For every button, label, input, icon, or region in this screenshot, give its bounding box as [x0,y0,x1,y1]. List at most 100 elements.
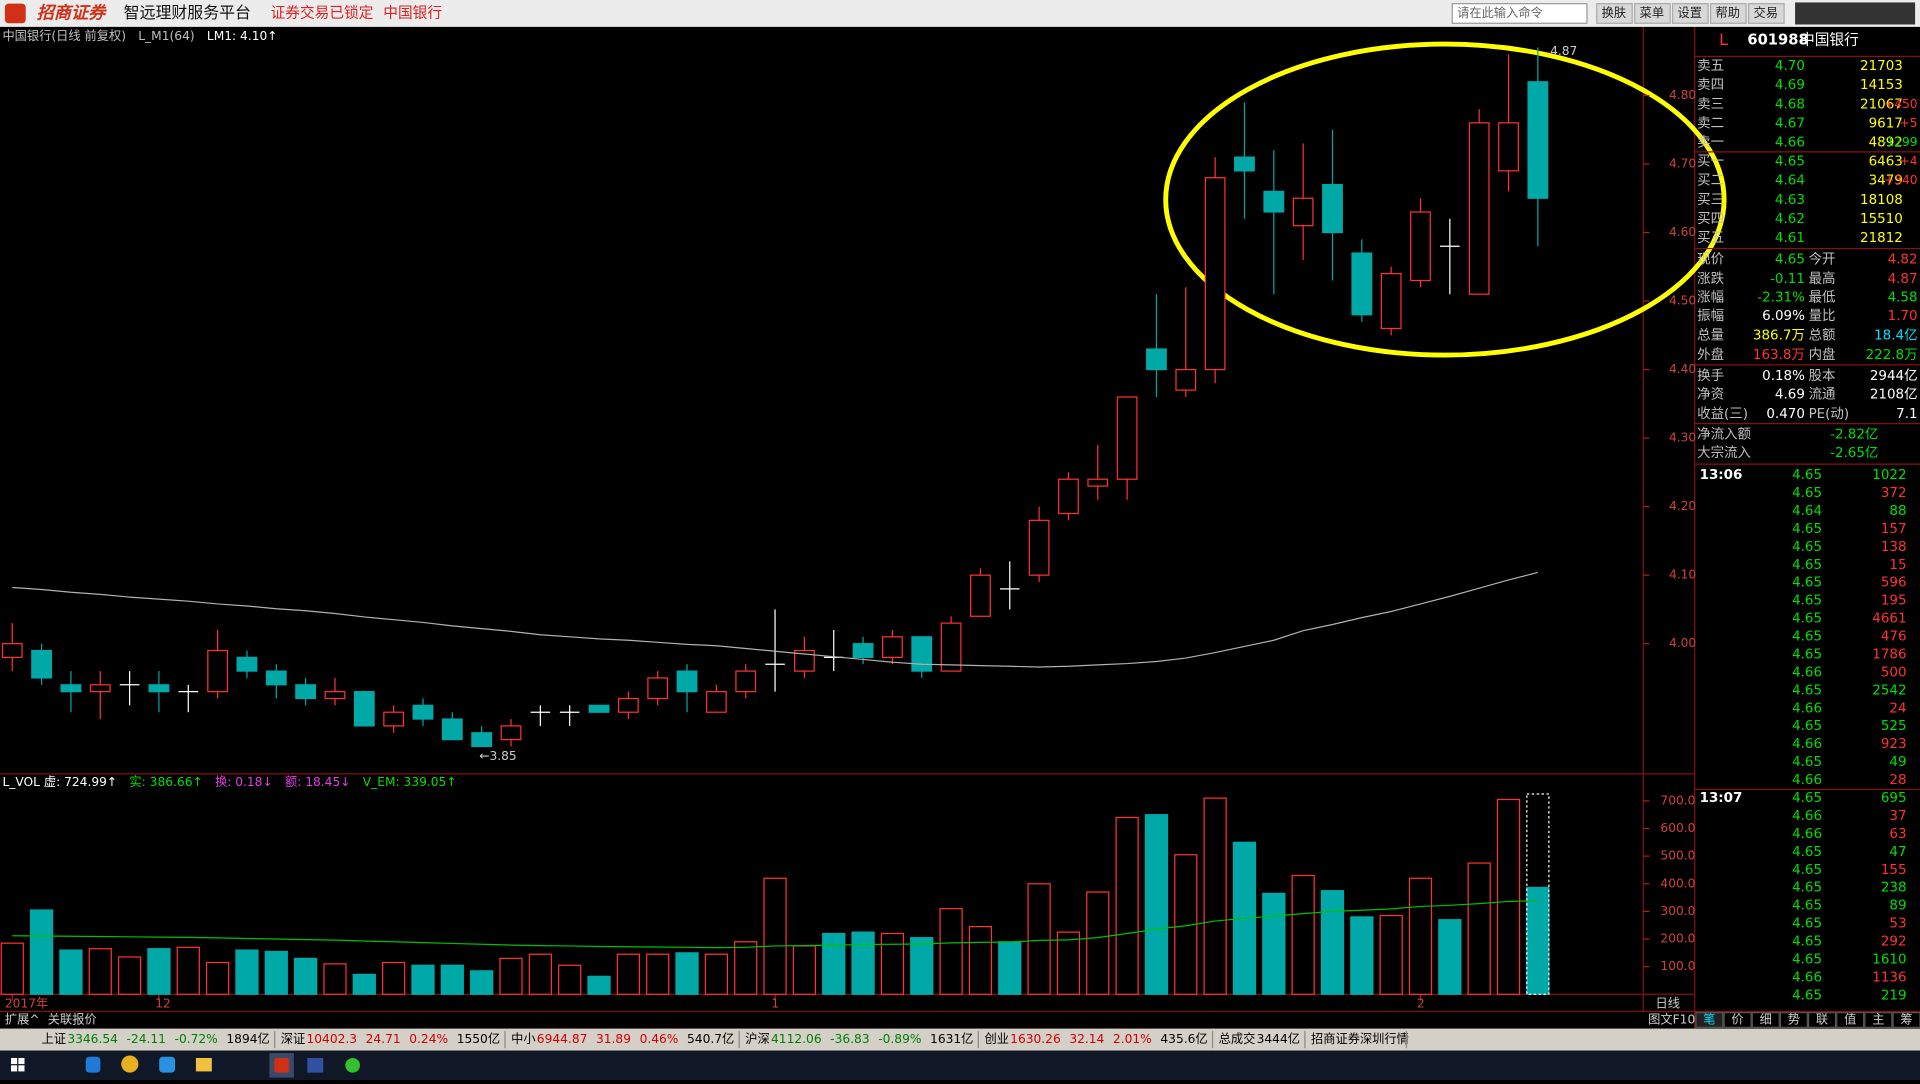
stock-name[interactable]: 中国银行 [383,4,442,21]
quote-tab-label[interactable]: 势 [1788,1013,1800,1027]
tick-price: 4.66 [1792,970,1822,985]
tick-volume: 89 [1889,899,1906,914]
taskbar-app[interactable] [85,1056,101,1073]
quote-tab-label[interactable]: 笔 [1703,1012,1715,1027]
taskbar-app[interactable] [195,1057,212,1072]
volume-bar [528,953,552,995]
toolbar-button[interactable] [1672,3,1709,24]
quote-tab[interactable] [1836,1012,1865,1028]
start-button[interactable] [11,1057,25,1072]
tick-time: 13:06 [1700,468,1743,483]
book-change: -1299 [1882,135,1918,149]
quote-tab[interactable] [1892,1012,1920,1028]
tick-price: 4.66 [1792,827,1822,842]
volume-bar [352,973,376,995]
candle-body [1380,273,1402,330]
quote-tab[interactable] [1779,1012,1808,1028]
stat-label: 净流入额 [1697,427,1751,443]
tick-price: 4.65 [1792,576,1822,591]
tick-volume: 4661 [1872,612,1906,627]
book-price: 4.64 [1775,174,1805,189]
tick-volume: 923 [1881,737,1907,752]
candle-body [412,704,434,720]
toolbar-button[interactable] [1634,3,1671,24]
start-icon[interactable] [18,1057,25,1065]
candle-body [31,649,52,679]
ticker-bar [0,1028,1920,1051]
stat-value: 4.87 [1888,272,1918,287]
y-tick-label: 100.0 [1660,959,1695,973]
stat-label: 总量 [1697,328,1724,344]
window-controls[interactable] [1795,2,1916,25]
volume-bar [1291,874,1315,995]
tick-price: 4.66 [1792,809,1822,824]
tick-volume: 49 [1889,755,1906,770]
candle-body [236,656,258,672]
toolbar-button-label[interactable]: 帮助 [1716,6,1740,20]
quote-tab-label[interactable]: 价 [1731,1013,1743,1027]
y-tick-label: 4.20 [1669,499,1696,513]
book-volume: 9617 [1869,116,1903,131]
quote-tab[interactable] [1807,1012,1837,1028]
volume-ma-line [12,900,1538,949]
candle-body [1204,177,1226,371]
stat-value: 2944亿 [1870,368,1918,384]
toolbar-button[interactable] [1747,3,1785,24]
toolbar-button-label[interactable]: 菜单 [1640,6,1664,20]
y-tick-label: 4.30 [1669,431,1696,445]
toolbar-button[interactable] [1596,3,1633,24]
quote-tab-label[interactable]: 联 [1816,1013,1828,1027]
search-placeholder[interactable]: 请在此输入命令 [1457,5,1543,20]
tick-volume: 28 [1889,773,1906,788]
y-tick-label: 200.0 [1660,932,1695,946]
book-label: 买五 [1697,230,1724,246]
taskbar-app[interactable] [345,1057,360,1073]
search-box[interactable] [1451,3,1588,24]
volume-bar [646,953,670,995]
panel-header: 换: 0.18↓ [215,775,273,789]
volume-bar [1262,892,1286,995]
start-icon[interactable] [18,1065,25,1072]
tick-volume: 1136 [1872,970,1906,985]
y-tick-label: 4.00 [1669,636,1696,650]
toolbar-button-label[interactable]: 交易 [1753,5,1777,20]
taskbar-app[interactable] [307,1057,324,1073]
bottom-tab[interactable]: 关联报价 [48,1012,97,1027]
quote-tab[interactable] [1723,1012,1752,1028]
stat-label: 大宗流入 [1697,445,1751,461]
stat-value: 0.18% [1762,369,1805,384]
lock-status[interactable]: 证券交易已锁定 [271,3,374,21]
stat-label: 换手 [1697,368,1724,384]
stat-label: 振幅 [1697,308,1724,324]
toolbar-button[interactable] [1710,3,1747,24]
start-icon[interactable] [11,1065,18,1072]
taskbar-app[interactable] [274,1057,289,1073]
period-label[interactable]: 日线 [1656,997,1680,1011]
quote-tab[interactable] [1864,1012,1893,1028]
stat-label: 最低 [1809,290,1836,306]
taskbar-app[interactable] [121,1055,139,1073]
candle-body [852,643,874,658]
volume-bar [29,909,54,995]
taskbar-app[interactable] [159,1056,176,1073]
book-volume: 3479 [1869,174,1903,189]
bottom-tab[interactable]: 扩展^ [5,1013,40,1027]
candle-body [735,670,757,693]
bottom-tab[interactable]: 图文F10 [1648,1012,1695,1027]
quote-tab-label[interactable]: 筹 [1900,1013,1912,1027]
quote-tab-label[interactable]: 值 [1844,1012,1856,1027]
book-price: 4.69 [1775,78,1805,93]
quote-tab[interactable] [1751,1012,1780,1028]
quote-tab-label[interactable]: 主 [1872,1013,1884,1027]
tick-volume: 24 [1889,701,1906,716]
toolbar-button-label[interactable]: 设置 [1678,6,1702,20]
candle-body [617,697,639,713]
quote-tab-label[interactable]: 细 [1760,1013,1772,1027]
start-icon[interactable] [11,1057,18,1065]
volume-bar [323,963,347,995]
tick-price: 4.65 [1792,863,1822,878]
toolbar-button-label[interactable]: 换肤 [1602,5,1626,20]
volume-bar [117,956,142,995]
volume-bar [1027,883,1051,995]
quote-tab[interactable] [1695,1012,1724,1028]
